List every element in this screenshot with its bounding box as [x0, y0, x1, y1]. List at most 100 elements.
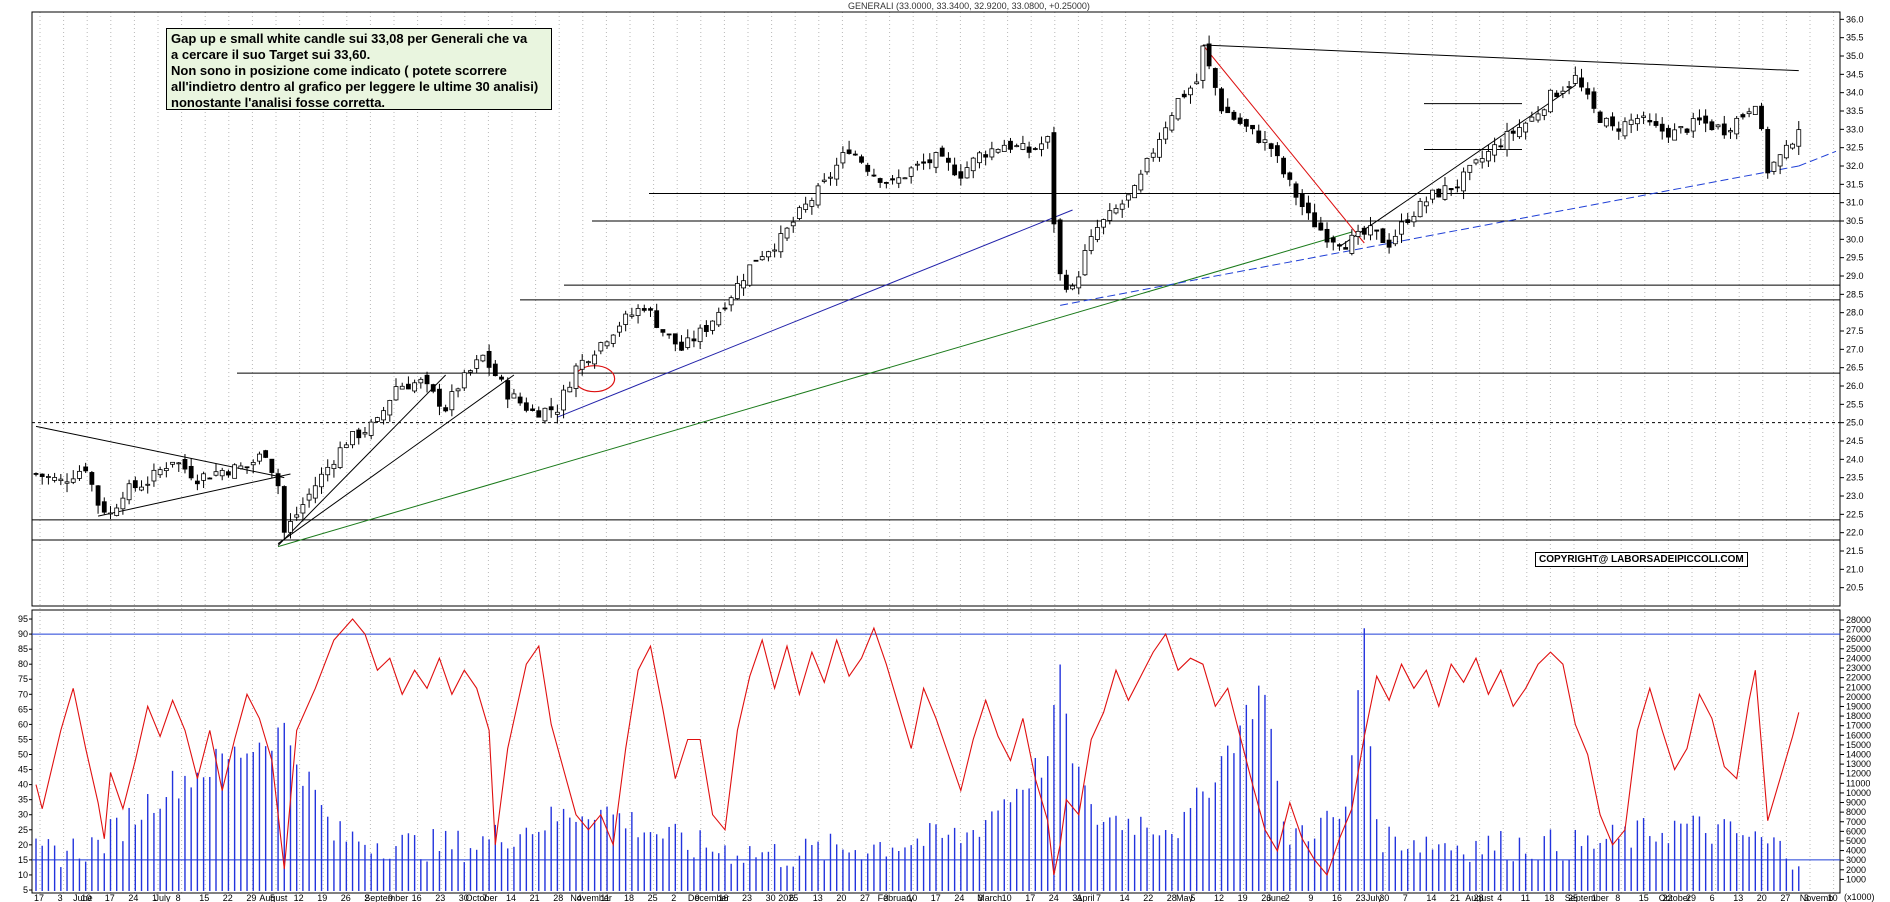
candle-body — [499, 376, 504, 380]
candle-body — [803, 203, 809, 210]
x-day-label: 6 — [789, 893, 794, 902]
x-day-label: 7 — [1403, 893, 1408, 902]
x-day-label: 21 — [1450, 893, 1460, 902]
x-month-label: October — [1659, 893, 1691, 902]
candle-body — [989, 148, 995, 158]
candle-body — [883, 182, 889, 184]
x-day-label: 24 — [128, 893, 138, 902]
x-day-label: 14 — [1120, 893, 1130, 902]
candle-body — [586, 361, 591, 364]
price-tick-label: 35.5 — [1846, 33, 1864, 43]
x-day-label: 28 — [1167, 893, 1177, 902]
volume-tick-label: 16000 — [1846, 730, 1871, 740]
candle-body — [1045, 136, 1051, 143]
x-month-label: August — [1465, 893, 1494, 902]
candle-body — [1752, 105, 1758, 115]
candle-body — [492, 363, 498, 377]
candle-body — [1200, 45, 1206, 81]
candle-body — [1405, 219, 1411, 223]
candle-body — [1231, 111, 1237, 120]
volume-tick-label: 3000 — [1846, 855, 1866, 865]
price-tick-label: 32.0 — [1846, 161, 1864, 171]
candle-body — [734, 283, 740, 300]
candle-body — [1008, 140, 1013, 150]
candle-body — [1411, 215, 1417, 223]
candle-body — [1188, 87, 1193, 96]
x-day-label: 17 — [1025, 893, 1035, 902]
x-day-label: 25 — [648, 893, 658, 902]
candle-body — [213, 471, 219, 476]
x-day-label: 12 — [1214, 893, 1224, 902]
candle-body — [759, 256, 765, 261]
x-day-label: 23 — [742, 893, 752, 902]
candle-body — [617, 325, 622, 333]
candle-body — [1399, 221, 1404, 235]
x-day-label: 22 — [223, 893, 233, 902]
volume-tick-label: 25000 — [1846, 644, 1871, 654]
x-day-label: 14 — [506, 893, 516, 902]
price-tick-label: 29.0 — [1846, 271, 1864, 281]
price-tick-label: 26.5 — [1846, 363, 1864, 373]
trendline-red — [1202, 44, 1365, 244]
oscillator-tick-label: 80 — [18, 659, 28, 669]
candle-body — [610, 334, 616, 344]
candle-body — [1796, 129, 1802, 147]
candle-body — [1374, 229, 1380, 232]
x-day-label: 19 — [317, 893, 327, 902]
price-panel — [31, 11, 1841, 607]
candle-body — [77, 470, 82, 479]
candle-body — [1088, 236, 1094, 251]
candle-body — [1113, 208, 1119, 214]
candle-body — [188, 465, 194, 479]
candle-body — [505, 380, 511, 400]
candle-body — [269, 458, 275, 473]
price-tick-label: 21.0 — [1846, 564, 1864, 574]
candle-body — [1287, 172, 1293, 180]
candle-body — [1324, 228, 1330, 243]
volume-tick-label: 28000 — [1846, 615, 1871, 625]
x-day-label: 29 — [246, 893, 256, 902]
candle-body — [226, 471, 231, 476]
x-day-label: 7 — [482, 893, 487, 902]
volume-tick-label: 8000 — [1846, 807, 1866, 817]
candle-body — [561, 389, 566, 411]
x-day-label: 29 — [1686, 893, 1696, 902]
candle-body — [958, 171, 964, 179]
candle-body — [623, 313, 629, 325]
candle-body — [1349, 234, 1355, 254]
x-day-label: 28 — [1474, 893, 1484, 902]
candle-body — [1746, 111, 1752, 115]
x-day-label: 11 — [600, 893, 609, 902]
x-day-label: 22 — [1662, 893, 1672, 902]
volume-tick-label: 22000 — [1846, 673, 1871, 683]
candle-body — [132, 480, 138, 489]
x-day-label: 2 — [671, 893, 676, 902]
trendline-black — [277, 374, 515, 545]
candle-body — [834, 164, 840, 180]
volume-tick-label: 19000 — [1846, 701, 1871, 711]
candle-body — [480, 354, 486, 362]
volume-tick-label: 2000 — [1846, 865, 1866, 875]
candle-body — [46, 476, 51, 478]
oscillator-tick-label: 65 — [18, 704, 28, 714]
candle-body — [1554, 92, 1560, 98]
trendline-black — [277, 374, 447, 546]
candle-body — [784, 227, 790, 239]
x-day-label: 4 — [577, 893, 582, 902]
volume-tick-label: 11000 — [1846, 778, 1870, 788]
volume-tick-label: 27000 — [1846, 625, 1871, 635]
candle-body — [1467, 164, 1473, 173]
candle-body — [101, 501, 107, 513]
candle-body — [1268, 143, 1274, 149]
x-day-label: 9 — [388, 893, 393, 902]
x-month-label: October — [465, 893, 497, 902]
x-day-label: 30 — [459, 893, 469, 902]
candle-body — [1343, 247, 1349, 250]
candle-body — [1144, 157, 1150, 173]
candle-body — [1169, 115, 1175, 131]
candle-body — [1250, 124, 1255, 130]
price-tick-label: 30.0 — [1846, 234, 1864, 244]
candle-body — [852, 153, 858, 156]
candle-body — [542, 407, 548, 422]
candle-body — [697, 327, 703, 343]
